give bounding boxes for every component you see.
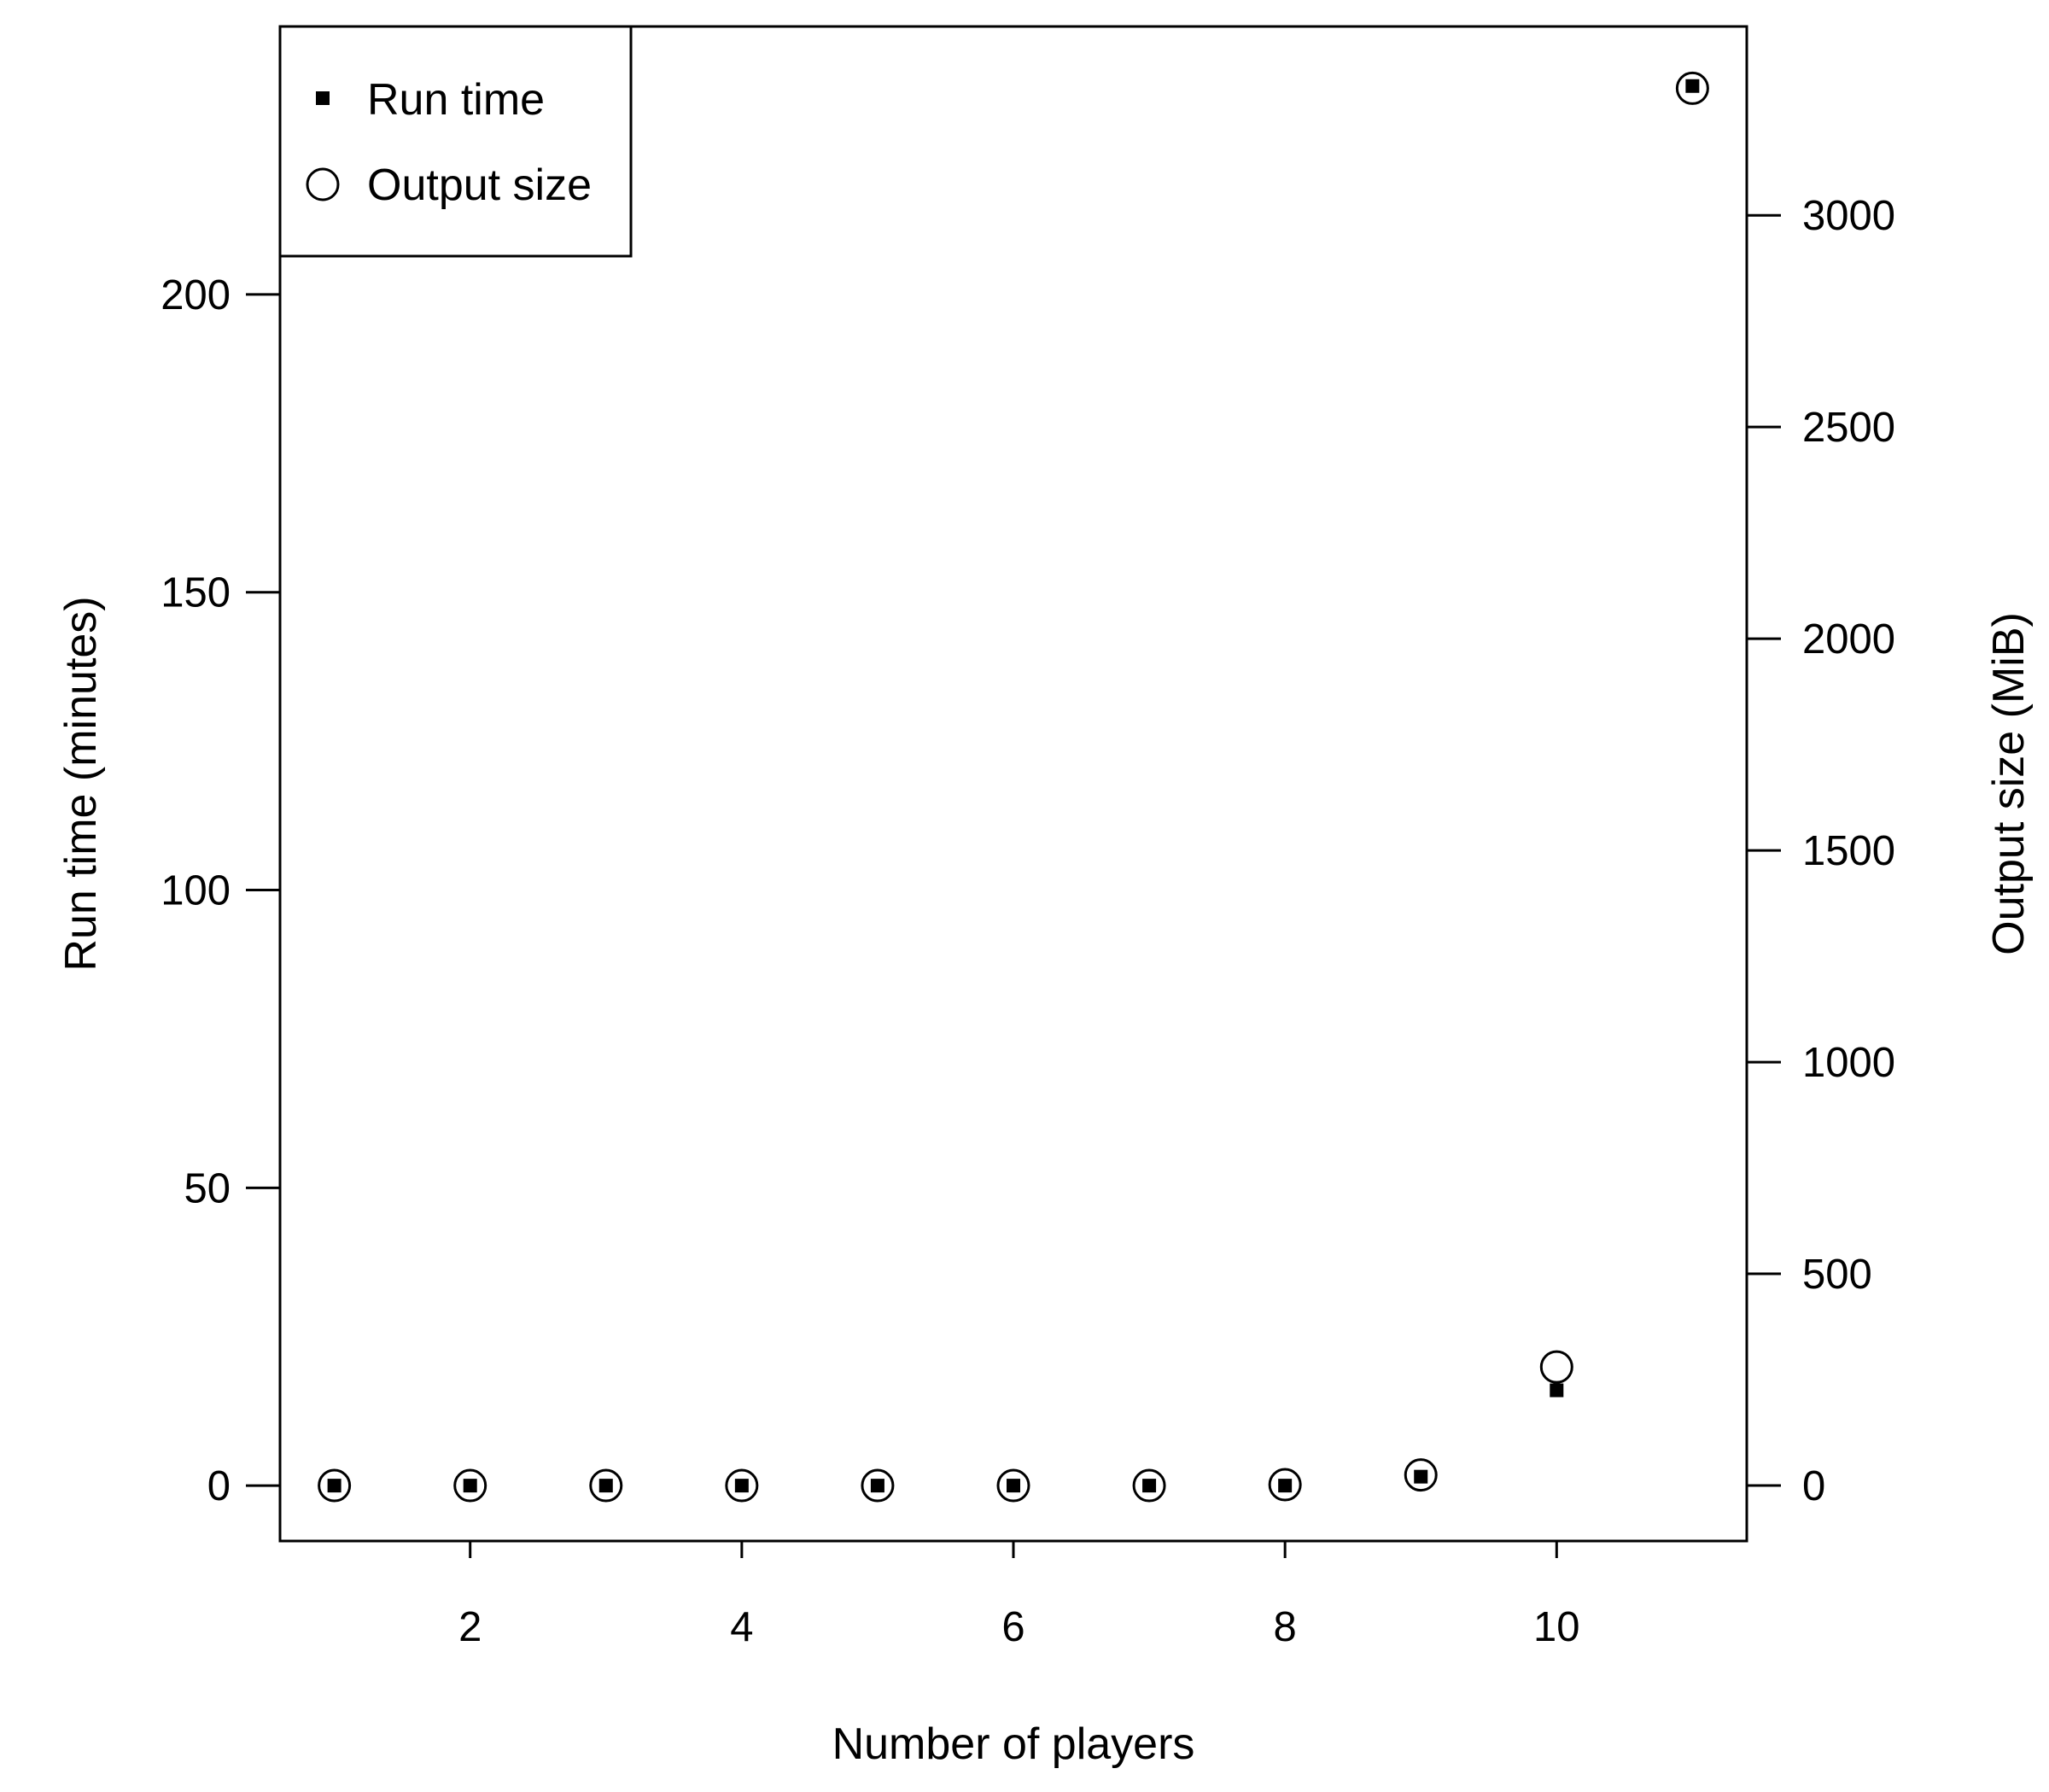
legend-label-run-time: Run time: [367, 75, 545, 125]
x-tick-label: 10: [1533, 1604, 1580, 1650]
run-time-point: [734, 1479, 749, 1493]
y2-axis-title: Output size (MiB): [1984, 612, 2034, 955]
output-size-point: [453, 1468, 487, 1503]
run-time-point: [1007, 1479, 1020, 1493]
run-time-point: [1142, 1479, 1157, 1493]
y-tick-label: 150: [161, 570, 231, 616]
output-size-point: [861, 1468, 895, 1503]
run-time-point: [463, 1479, 477, 1493]
legend-run-time-marker: [316, 91, 330, 105]
y2-tick-label: 3000: [1802, 193, 1895, 239]
x-axis-title: Number of players: [832, 1719, 1195, 1769]
run-time-point: [870, 1479, 884, 1493]
x-tick-label: 4: [730, 1604, 753, 1650]
y-tick-label: 200: [161, 272, 231, 318]
run-time-point: [1278, 1479, 1293, 1493]
y2-tick-label: 1000: [1802, 1040, 1895, 1086]
legend-box: [278, 25, 633, 258]
y2-tick-label: 2000: [1802, 616, 1895, 663]
output-size-point: [318, 1468, 352, 1503]
output-size-point: [725, 1468, 759, 1503]
y-axis-title: Run time (minutes): [56, 596, 106, 971]
y2-tick-label: 2500: [1802, 405, 1895, 451]
output-size-point: [1268, 1468, 1302, 1502]
output-size-point: [1675, 71, 1709, 105]
output-size-point: [1539, 1350, 1573, 1384]
y-tick-label: 50: [184, 1165, 231, 1211]
output-size-point: [996, 1468, 1030, 1503]
y-tick-label: 100: [161, 868, 231, 914]
legend: Run time Output size: [278, 25, 633, 258]
x-tick-label: 2: [458, 1604, 482, 1650]
run-time-point: [598, 1479, 613, 1493]
y2-tick-label: 1500: [1802, 828, 1895, 874]
run-time-point: [1414, 1469, 1428, 1484]
y-tick-label: 0: [207, 1463, 231, 1509]
legend-label-output-size: Output size: [367, 161, 592, 210]
y2-tick-label: 0: [1802, 1463, 1825, 1509]
run-time-point: [1550, 1383, 1564, 1398]
output-size-point: [1404, 1458, 1438, 1492]
plot-frame: [278, 25, 1748, 1543]
legend-output-size-marker: [306, 167, 340, 201]
x-tick-label: 6: [1001, 1604, 1024, 1650]
run-time-point: [327, 1479, 342, 1493]
y2-tick-label: 500: [1802, 1252, 1872, 1298]
x-tick-label: 8: [1274, 1604, 1297, 1650]
output-size-point: [1132, 1468, 1166, 1503]
run-time-point: [1685, 79, 1700, 93]
output-size-point: [589, 1468, 623, 1503]
